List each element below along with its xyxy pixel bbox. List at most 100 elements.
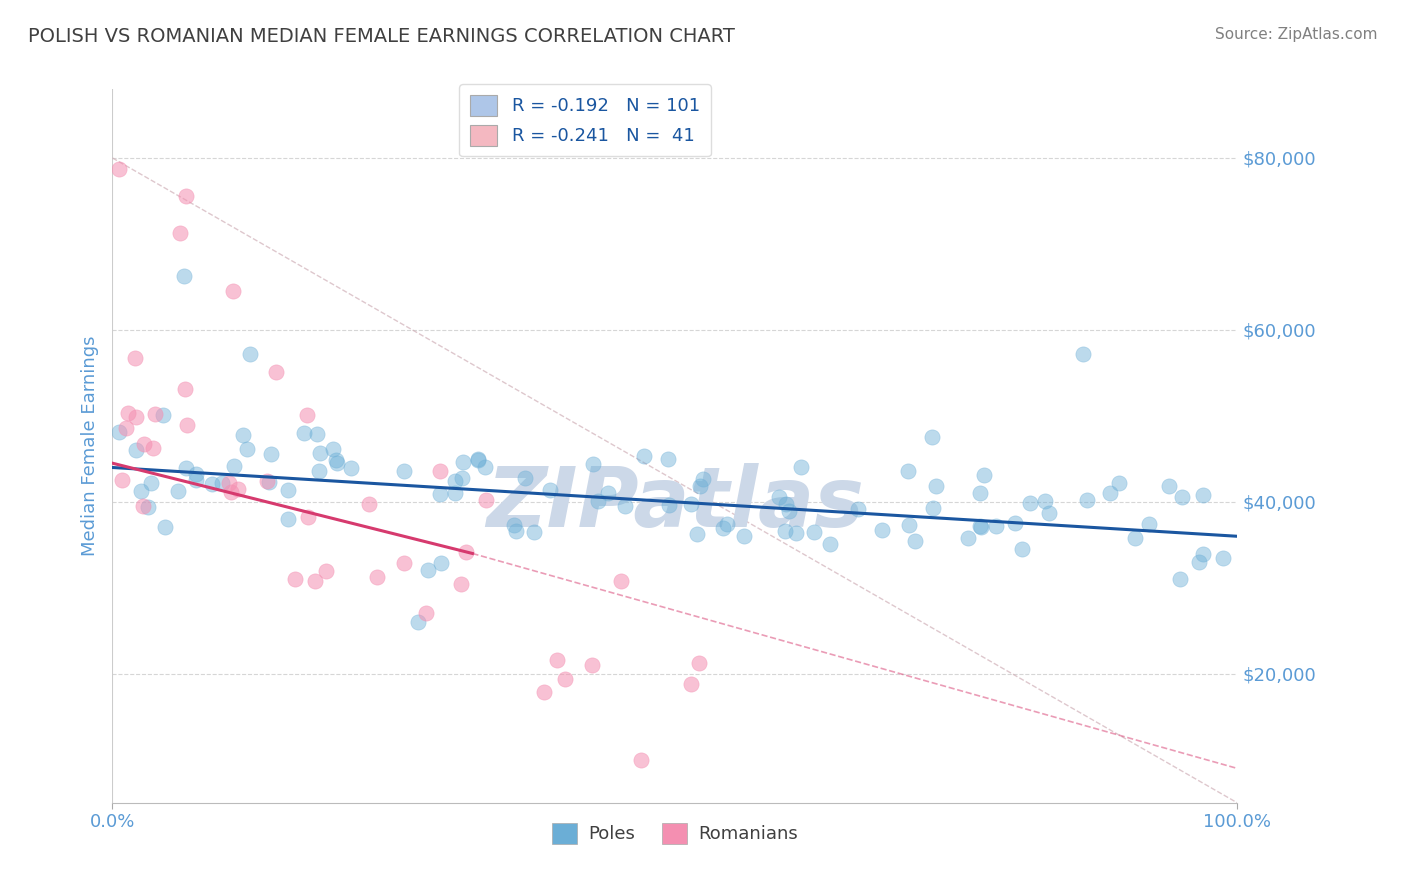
- Point: [1137, 517, 1160, 532]
- Point: [688, 657, 710, 671]
- Point: [896, 464, 918, 478]
- Text: POLISH VS ROMANIAN MEDIAN FEMALE EARNINGS CORRELATION CHART: POLISH VS ROMANIAN MEDIAN FEMALE EARNING…: [28, 27, 735, 45]
- Point: [357, 498, 380, 512]
- Point: [406, 615, 429, 629]
- Point: [264, 365, 287, 379]
- Point: [277, 483, 299, 497]
- Point: [1033, 493, 1056, 508]
- Point: [475, 492, 498, 507]
- Point: [1038, 506, 1060, 520]
- Point: [633, 449, 655, 463]
- Point: [925, 479, 948, 493]
- Point: [173, 382, 195, 396]
- Point: [1192, 488, 1215, 502]
- Point: [846, 502, 869, 516]
- Point: [581, 657, 603, 672]
- Point: [922, 501, 945, 516]
- Point: [969, 519, 991, 533]
- Point: [226, 482, 249, 496]
- Point: [1192, 547, 1215, 561]
- Point: [143, 407, 166, 421]
- Point: [1123, 532, 1146, 546]
- Point: [588, 493, 610, 508]
- Point: [1018, 496, 1040, 510]
- Point: [773, 524, 796, 538]
- Point: [1004, 516, 1026, 531]
- Point: [1108, 475, 1130, 490]
- Point: [132, 437, 155, 451]
- Point: [546, 653, 568, 667]
- Point: [505, 524, 527, 538]
- Point: [430, 556, 453, 570]
- Point: [658, 498, 681, 512]
- Point: [1159, 478, 1181, 492]
- Point: [733, 529, 755, 543]
- Point: [174, 461, 197, 475]
- Point: [117, 406, 139, 420]
- Point: [614, 500, 637, 514]
- Text: ZIPatlas: ZIPatlas: [486, 463, 863, 543]
- Point: [984, 519, 1007, 533]
- Point: [778, 504, 800, 518]
- Point: [689, 479, 711, 493]
- Point: [326, 456, 349, 470]
- Point: [305, 427, 328, 442]
- Point: [315, 564, 337, 578]
- Point: [292, 425, 315, 440]
- Point: [596, 486, 619, 500]
- Point: [969, 486, 991, 500]
- Point: [681, 677, 703, 691]
- Point: [429, 487, 451, 501]
- Point: [818, 536, 841, 550]
- Point: [768, 491, 790, 505]
- Point: [239, 347, 262, 361]
- Point: [679, 497, 702, 511]
- Point: [1011, 541, 1033, 556]
- Text: Source: ZipAtlas.com: Source: ZipAtlas.com: [1215, 27, 1378, 42]
- Point: [444, 474, 467, 488]
- Point: [173, 269, 195, 284]
- Point: [174, 188, 197, 202]
- Point: [129, 484, 152, 499]
- Point: [124, 351, 146, 365]
- Point: [308, 463, 330, 477]
- Point: [904, 533, 927, 548]
- Y-axis label: Median Female Earnings: Median Female Earnings: [80, 335, 98, 557]
- Point: [513, 471, 536, 485]
- Point: [297, 510, 319, 524]
- Point: [775, 497, 797, 511]
- Point: [870, 523, 893, 537]
- Point: [153, 520, 176, 534]
- Point: [108, 161, 131, 176]
- Point: [610, 574, 633, 589]
- Point: [132, 499, 155, 513]
- Point: [277, 512, 299, 526]
- Point: [1168, 572, 1191, 586]
- Point: [630, 753, 652, 767]
- Point: [538, 483, 561, 497]
- Point: [392, 464, 415, 478]
- Point: [973, 467, 995, 482]
- Point: [711, 521, 734, 535]
- Point: [340, 461, 363, 475]
- Point: [219, 484, 242, 499]
- Point: [201, 477, 224, 491]
- Point: [1212, 550, 1234, 565]
- Point: [260, 447, 283, 461]
- Point: [451, 471, 474, 485]
- Point: [136, 500, 159, 514]
- Point: [582, 458, 605, 472]
- Point: [533, 685, 555, 699]
- Point: [1076, 493, 1098, 508]
- Point: [218, 475, 240, 490]
- Point: [1171, 490, 1194, 504]
- Point: [554, 672, 576, 686]
- Point: [366, 569, 388, 583]
- Point: [256, 475, 278, 489]
- Point: [451, 454, 474, 468]
- Point: [166, 483, 188, 498]
- Point: [443, 486, 465, 500]
- Point: [309, 445, 332, 459]
- Point: [957, 531, 980, 545]
- Point: [789, 459, 811, 474]
